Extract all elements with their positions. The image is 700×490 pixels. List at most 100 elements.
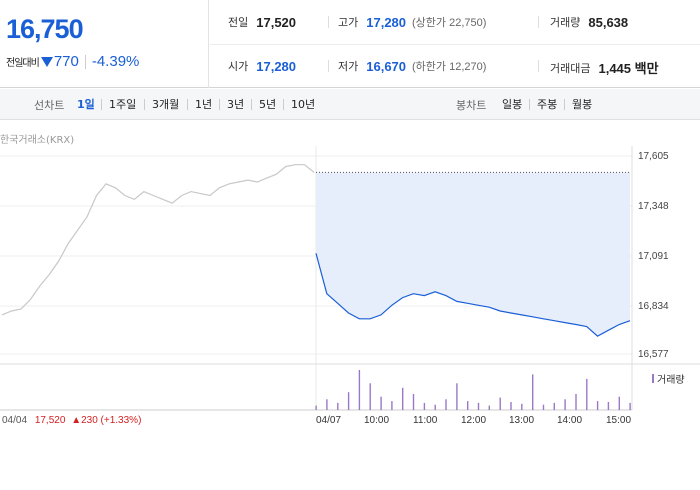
volume-bar — [445, 399, 447, 410]
stat-value: 17,520 — [256, 14, 297, 30]
volume-bar — [542, 404, 545, 410]
volume-bar — [347, 392, 350, 410]
change-label: 전일대비 — [6, 58, 40, 69]
divider — [283, 99, 284, 110]
divider — [219, 99, 220, 110]
tab-weekly-candle[interactable]: 주봉 — [537, 98, 558, 111]
x-tick: 04/07 — [316, 415, 342, 426]
volume-bar — [607, 402, 610, 410]
stat-label: 저가 — [338, 60, 359, 73]
volume-legend: 거래량 — [652, 371, 685, 386]
volume-bar — [488, 405, 490, 410]
x-tick: 10:00 — [364, 415, 390, 426]
current-price: 16,750 — [6, 14, 84, 44]
stat-label: 고가 — [338, 16, 359, 29]
change-amount: 770 — [53, 53, 79, 70]
divider — [538, 60, 539, 72]
line-chart-label: 선차트 — [34, 99, 65, 112]
volume-bar — [412, 394, 415, 410]
volume-bar — [467, 401, 469, 410]
down-triangle-icon — [40, 56, 53, 67]
tab-1d[interactable]: 1일 — [77, 98, 95, 111]
divider — [101, 99, 102, 110]
stats-table: 전일 17,520 고가 17,280 (상한가 22,750) 거래량 85,… — [210, 0, 700, 88]
tab-monthly-candle[interactable]: 월봉 — [572, 98, 593, 111]
volume-bar — [358, 370, 361, 410]
x-tick: 11:00 — [413, 415, 438, 426]
volume-bar — [391, 401, 393, 410]
tab-10y[interactable]: 10년 — [291, 98, 316, 111]
x-tick: 14:00 — [557, 415, 583, 426]
prev-day-date: 04/04 — [2, 415, 28, 426]
today-line — [315, 253, 631, 337]
volume-bars — [315, 370, 631, 410]
price-fill — [316, 171, 630, 337]
volume-bar — [315, 405, 317, 410]
tab-3m[interactable]: 3개월 — [152, 98, 180, 111]
prev-day-change: ▲230 (+1.33%) — [71, 415, 142, 426]
tab-1y[interactable]: 1년 — [195, 98, 213, 111]
volume-bar — [618, 396, 620, 410]
row-divider — [210, 44, 700, 45]
change-row: 전일대비 770 -4.39% — [6, 53, 139, 70]
stat-high: 고가 17,280 (상한가 22,750) — [338, 14, 486, 30]
tab-daily-candle[interactable]: 일봉 — [502, 98, 523, 111]
volume-legend-swatch — [652, 374, 654, 383]
volume-bar — [423, 402, 426, 410]
change-percent: -4.39% — [91, 53, 140, 70]
y-tick: 17,091 — [638, 251, 669, 262]
volume-bar — [434, 404, 436, 410]
tab-5y[interactable]: 5년 — [259, 98, 277, 111]
divider — [144, 99, 145, 110]
volume-bar — [380, 396, 382, 410]
divider — [251, 99, 252, 110]
x-tick: 13:00 — [509, 415, 535, 426]
stat-value: 17,280 — [256, 58, 297, 74]
tab-3y[interactable]: 3년 — [227, 98, 245, 111]
volume-bar — [477, 402, 480, 410]
volume-bar — [629, 402, 631, 410]
volume-bar — [521, 403, 523, 410]
divider — [529, 99, 530, 110]
volume-legend-label: 거래량 — [657, 375, 685, 386]
stat-prev-close: 전일 17,520 — [228, 14, 296, 30]
divider — [538, 16, 539, 28]
stat-sub: (상한가 22,750) — [412, 17, 487, 29]
stat-value: 16,670 — [366, 58, 407, 74]
volume-bar — [402, 387, 404, 410]
x-tick: 12:00 — [461, 415, 487, 426]
volume-bar — [326, 399, 328, 410]
stat-value: 17,280 — [366, 14, 407, 30]
stat-label: 거래대금 — [550, 61, 591, 75]
divider — [84, 54, 86, 69]
volume-bar — [596, 401, 599, 410]
y-tick: 16,577 — [638, 349, 669, 360]
volume-bar — [575, 394, 577, 410]
data-source: 한국거래소(KRX) — [0, 135, 75, 146]
tab-1w[interactable]: 1주일 — [109, 98, 137, 111]
chart-tab-bar: 선차트 1일 1주일 3개월 1년 3년 5년 10년 봉차트 일봉 주봉 월봉 — [0, 89, 700, 120]
volume-bar — [510, 402, 512, 410]
stat-label: 거래량 — [550, 16, 581, 29]
x-tick: 15:00 — [606, 415, 632, 426]
divider — [328, 60, 329, 72]
today-fill-area — [316, 172, 630, 337]
y-tick: 17,605 — [638, 151, 669, 162]
volume-bar — [532, 374, 534, 410]
stat-value: 85,638 — [588, 14, 629, 30]
divider — [564, 99, 565, 110]
volume-bar — [369, 383, 371, 410]
stat-label: 시가 — [228, 60, 249, 73]
volume-bar — [499, 397, 501, 410]
stat-label: 전일 — [228, 16, 249, 29]
price-lines — [1, 164, 631, 337]
volume-bar — [337, 402, 339, 410]
stat-open: 시가 17,280 — [228, 58, 296, 74]
divider — [328, 16, 329, 28]
volume-bar — [456, 383, 458, 410]
prev-day-summary: 04/04 17,520 ▲230 (+1.33%) — [2, 415, 141, 426]
y-tick: 16,834 — [638, 301, 669, 312]
y-tick: 17,348 — [638, 201, 669, 212]
prev-day-line — [1, 164, 315, 316]
